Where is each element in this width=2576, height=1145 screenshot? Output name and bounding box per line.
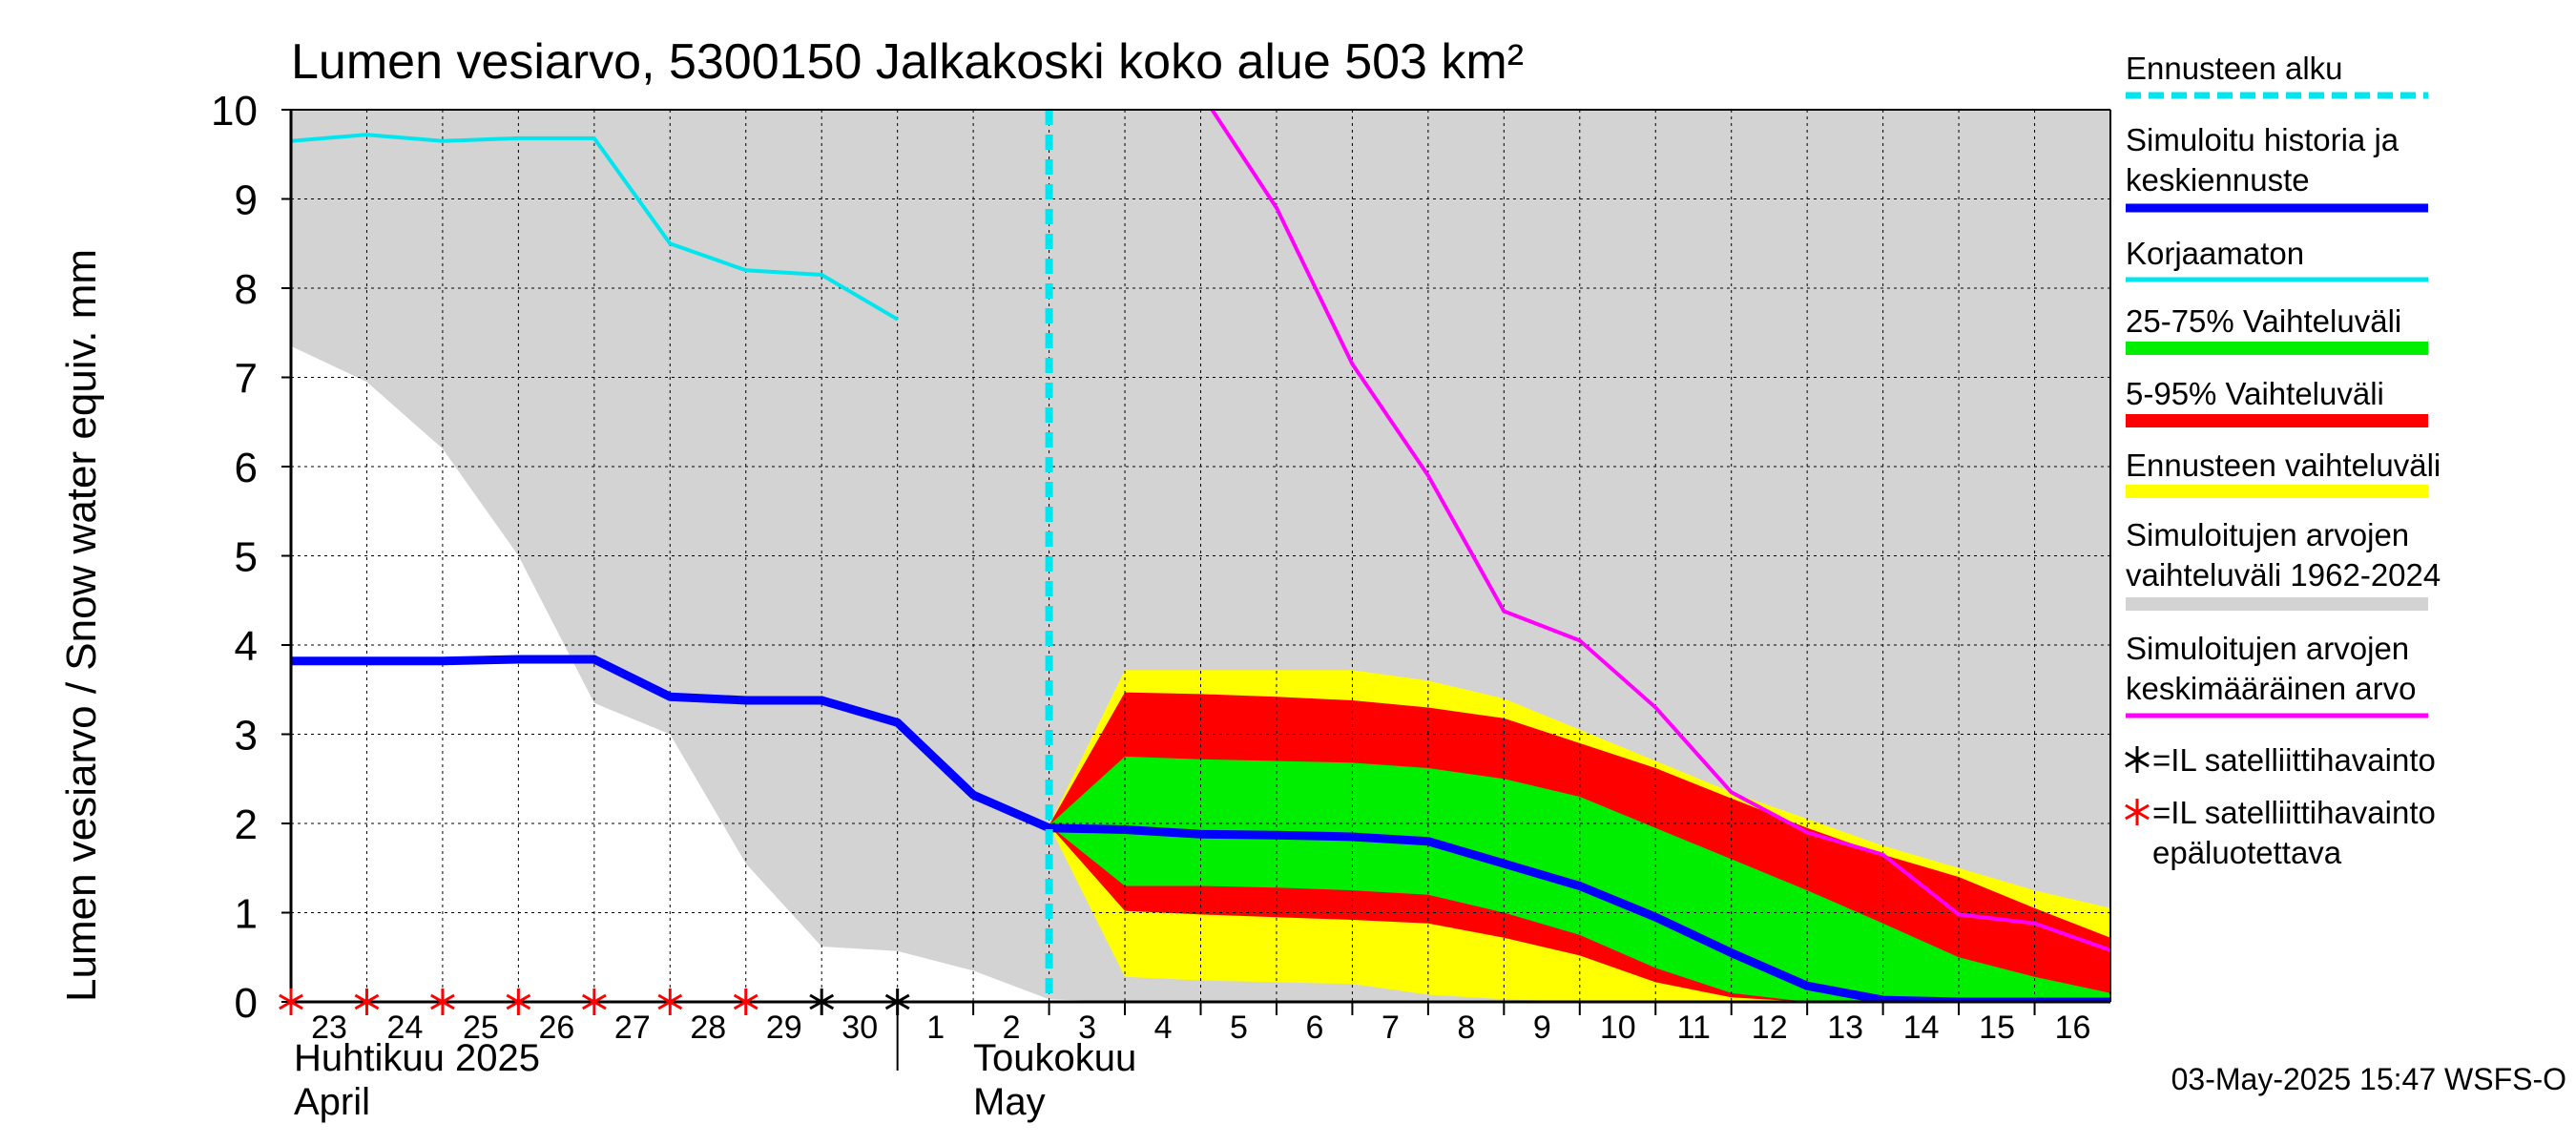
y-tick-label: 2: [235, 802, 258, 848]
legend-label-simulated: Simuloitu historia ja keskiennuste: [2126, 122, 2399, 198]
x-tick-label: 15: [1979, 1010, 2015, 1046]
x-tick-label: 13: [1827, 1010, 1863, 1046]
x-tick-label: 1: [926, 1010, 945, 1046]
x-tick-label: 7: [1381, 1010, 1400, 1046]
satellite-unreliable-marker: [430, 989, 455, 1015]
satellite-unreliable-marker: [657, 989, 683, 1015]
legend-label-line: Simuloitujen arvojen: [2126, 631, 2409, 666]
satellite-unreliable-marker-stroke: [581, 993, 607, 1010]
timestamp: 03-May-2025 15:47 WSFS-O: [2171, 1062, 2566, 1096]
legend-label-line: =IL satelliittihavainto: [2152, 795, 2436, 830]
x-tick-label: 12: [1752, 1010, 1788, 1046]
satellite-unreliable-marker-stroke: [354, 993, 380, 1010]
y-tick-label: 5: [235, 534, 258, 581]
legend-label-line: Simuloitujen arvojen: [2126, 517, 2409, 552]
legend-label-forecast_start: Ennusteen alku: [2126, 51, 2343, 86]
satellite-unreliable-marker: [581, 989, 607, 1015]
satellite-unreliable-marker: [506, 989, 531, 1015]
y-tick-label: 6: [235, 445, 258, 491]
legend-marker-sat_ok-stroke: [2125, 751, 2150, 768]
x-tick-label: 9: [1533, 1010, 1551, 1046]
x-tick-label: 28: [690, 1010, 726, 1046]
x-tick-label: 5: [1230, 1010, 1248, 1046]
x-tick-label: 4: [1154, 1010, 1173, 1046]
chart-title: Lumen vesiarvo, 5300150 Jalkakoski koko …: [291, 34, 1524, 90]
legend-label-line: keskimääräinen arvo: [2126, 671, 2416, 706]
satellite-reliable-marker-stroke: [884, 993, 910, 1010]
legend-label-line: epäluotettava: [2152, 835, 2342, 870]
x-tick-label: 16: [2055, 1010, 2091, 1046]
x-tick-label: 3: [1078, 1010, 1096, 1046]
x-tick-label: 24: [387, 1010, 424, 1046]
satellite-reliable-marker: [809, 989, 835, 1015]
y-tick-label: 1: [235, 891, 258, 938]
satellite-unreliable-marker-stroke: [506, 993, 531, 1010]
y-tick-label: 0: [235, 980, 258, 1027]
satellite-unreliable-marker: [354, 989, 380, 1015]
satellite-unreliable-marker: [279, 989, 303, 1015]
x-tick-label: 8: [1457, 1010, 1475, 1046]
legend-label-p5_95: 5-95% Vaihteluväli: [2126, 376, 2384, 411]
legend-label-mean: Simuloitujen arvojen keskimääräinen arvo: [2126, 631, 2416, 706]
legend-label-p25_75: 25-75% Vaihteluväli: [2126, 303, 2401, 339]
x-tick-label: 14: [1903, 1010, 1940, 1046]
x-tick-label: 6: [1305, 1010, 1323, 1046]
month-label-may-en: May: [973, 1081, 1046, 1123]
y-tick-label: 10: [211, 88, 258, 135]
y-tick-label: 8: [235, 266, 258, 313]
legend-marker-sat_bad-stroke: [2125, 803, 2150, 821]
x-tick-label: 10: [1600, 1010, 1636, 1046]
x-tick-label: 26: [538, 1010, 574, 1046]
legend-marker-sat_bad: [2125, 799, 2150, 825]
x-tick-label: 25: [463, 1010, 499, 1046]
satellite-unreliable-marker-stroke: [279, 993, 303, 1010]
y-axis-label: Lumen vesiarvo / Snow water equiv. mm: [58, 249, 105, 1002]
x-tick-label: 11: [1677, 1010, 1711, 1046]
month-label-may-fi: Toukokuu: [973, 1037, 1136, 1079]
legend-marker-sat_ok: [2125, 746, 2150, 773]
y-tick-label: 9: [235, 177, 258, 224]
month-label-april-fi: Huhtikuu 2025: [294, 1037, 540, 1079]
y-tick-label: 3: [235, 713, 258, 760]
satellite-reliable-marker-stroke: [809, 993, 835, 1010]
legend-label-uncorrected: Korjaamaton: [2126, 236, 2304, 271]
legend-label-line: Simuloitu historia ja: [2126, 122, 2399, 157]
x-tick-label: 30: [841, 1010, 878, 1046]
legend-label-line: keskiennuste: [2126, 162, 2310, 198]
simulated-line: [291, 655, 2110, 1002]
x-tick-label: 27: [614, 1010, 651, 1046]
legend: Ennusteen alku Simuloitu historia ja keski…: [2125, 51, 2441, 870]
y-tick-label: 7: [235, 356, 258, 403]
month-label-april-en: April: [294, 1081, 370, 1123]
y-tick-label: 4: [235, 623, 258, 670]
legend-label-sat_bad: =IL satelliittihavainto epäluotettava: [2152, 795, 2436, 870]
plot-area: [291, 110, 2110, 1002]
x-tick-label: 2: [1003, 1010, 1021, 1046]
legend-label-hist_range: Simuloitujen arvojen vaihteluväli 1962-20…: [2126, 517, 2441, 593]
uncorrected-line: [291, 133, 899, 322]
satellite-unreliable-marker: [733, 989, 758, 1015]
satellite-reliable-marker: [884, 989, 910, 1015]
plot-content: [291, 110, 2110, 1002]
mean-line: [1210, 110, 2110, 952]
satellite-unreliable-marker-stroke: [733, 993, 758, 1010]
x-tick-label: 29: [766, 1010, 802, 1046]
legend-label-forecast_range: Ennusteen vaihteluväli: [2126, 448, 2441, 483]
legend-label-line: vaihteluväli 1962-2024: [2126, 557, 2441, 593]
satellite-unreliable-marker-stroke: [657, 993, 683, 1010]
satellite-unreliable-marker-stroke: [430, 993, 455, 1010]
x-tick-label: 23: [311, 1010, 347, 1046]
legend-label-sat_ok: =IL satelliittihavainto: [2152, 742, 2436, 778]
